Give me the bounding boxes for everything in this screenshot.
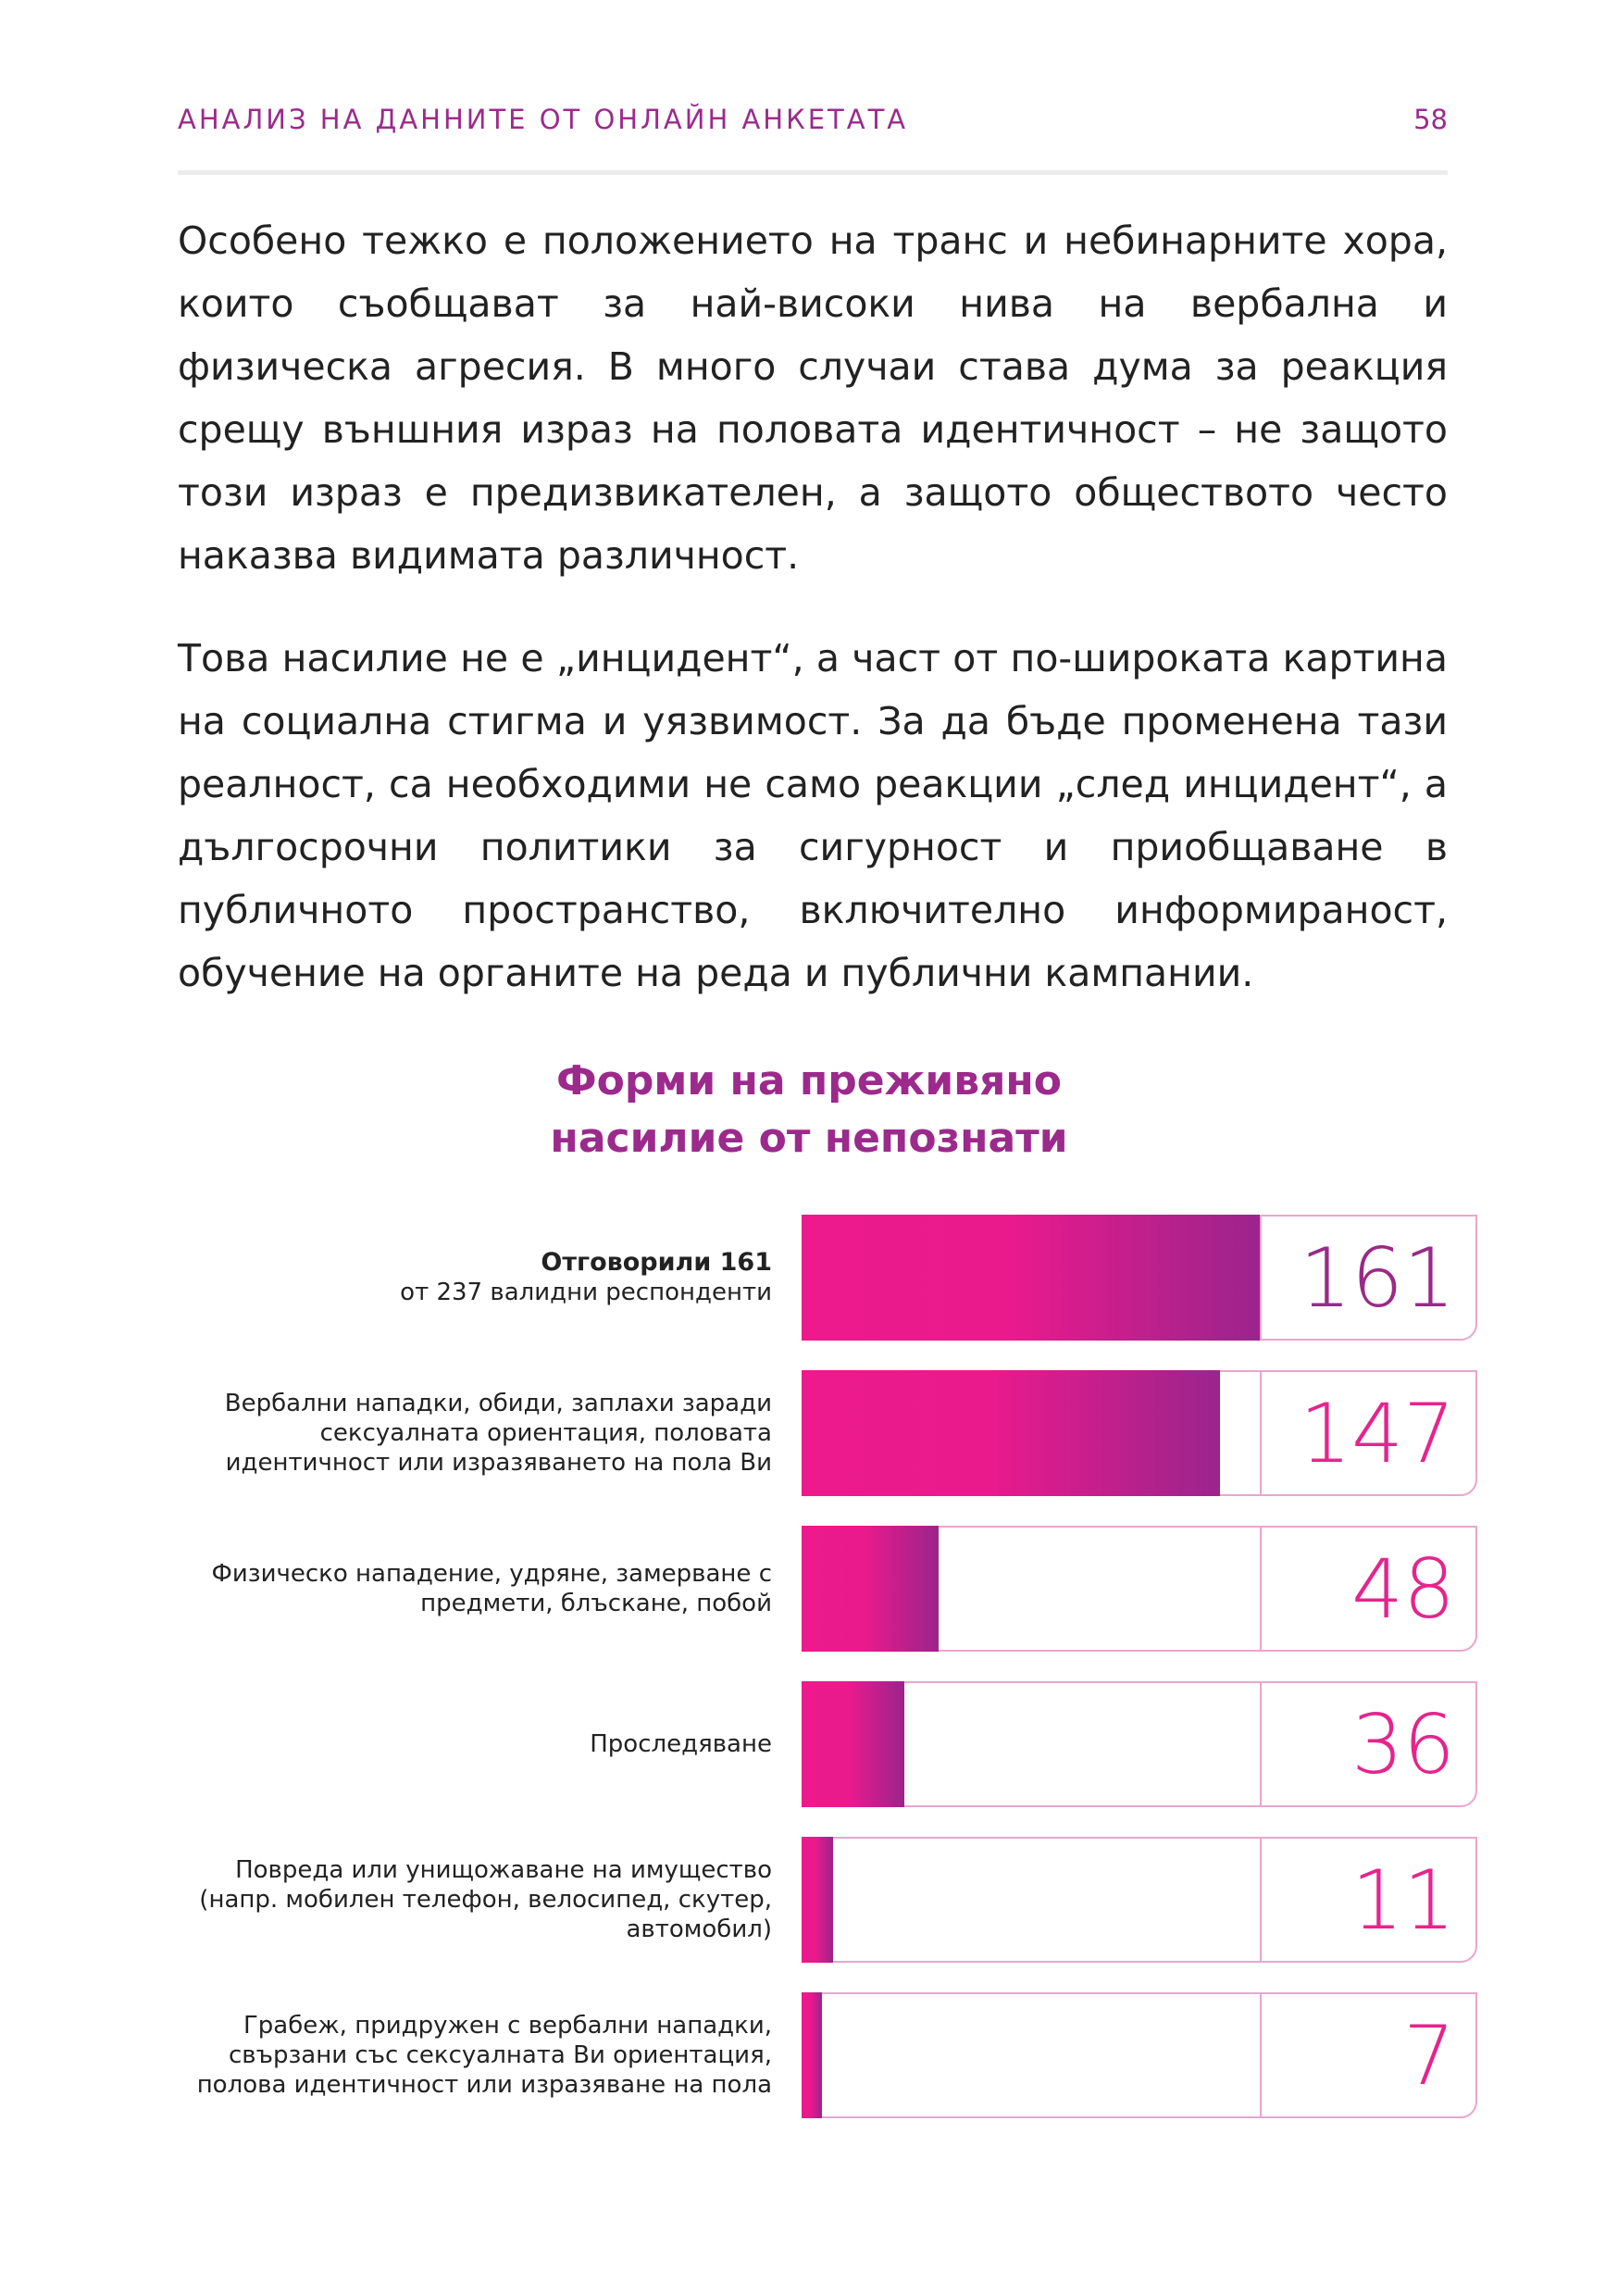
value-divider xyxy=(1260,1215,1262,1341)
value-divider xyxy=(1260,1837,1262,1963)
bar xyxy=(802,1837,833,1963)
bar-label-line: предмети, блъскане, побой xyxy=(420,1590,772,1617)
chart-row: Проследяване 36 xyxy=(0,1681,1618,1807)
bar-label: Физическо нападение, удряне, замерване с… xyxy=(170,1526,772,1652)
bar-label-line: сексуалната ориентация, половата xyxy=(319,1419,772,1447)
chart-row: Отговорили 161 от 237 валидни респонденти… xyxy=(0,1215,1618,1341)
bar xyxy=(802,1992,822,2118)
chart-row: Грабеж, придружен с вербални нападки, свъ… xyxy=(0,1992,1618,2118)
body-paragraph-1: Особено тежко е положението на транс и н… xyxy=(178,218,1448,578)
chart-row: Вербални нападки, обиди, заплахи заради с… xyxy=(0,1370,1618,1496)
page-number: 58 xyxy=(1413,104,1448,135)
bar-label-line: автомобил) xyxy=(626,1915,772,1943)
header-divider xyxy=(178,170,1448,175)
bar xyxy=(802,1370,1220,1496)
bar-value-label: 161 xyxy=(1300,1229,1455,1326)
bar-label: Отговорили 161 от 237 валидни респонденти xyxy=(170,1215,772,1341)
chart-title-line-2: насилие от непознати xyxy=(550,1115,1068,1162)
bar-label: Повреда или унищожаване на имущество (нап… xyxy=(170,1837,772,1963)
bar-label-line: (напр. мобилен телефон, велосипед, скуте… xyxy=(199,1886,772,1914)
bar-label-line: Грабеж, придружен с вербални нападки, xyxy=(243,2012,772,2040)
bar-label-line: Вербални нападки, обиди, заплахи заради xyxy=(224,1390,772,1417)
chart-row: Повреда или унищожаване на имущество (нап… xyxy=(0,1837,1618,1963)
bar-label: Вербални нападки, обиди, заплахи заради с… xyxy=(170,1370,772,1496)
bar-value-label: 36 xyxy=(1351,1696,1455,1792)
bar-label-line: Проследяване xyxy=(590,1730,772,1758)
bar-label-line: от 237 валидни респонденти xyxy=(400,1279,772,1306)
chart-row: Физическо нападение, удряне, замерване с… xyxy=(0,1526,1618,1652)
page-header: АНАЛИЗ НА ДАННИТЕ ОТ ОНЛАЙН АНКЕТАТА 58 xyxy=(178,104,1448,141)
bar xyxy=(802,1215,1260,1341)
value-divider xyxy=(1260,1370,1262,1496)
bar-label: Грабеж, придружен с вербални нападки, свъ… xyxy=(170,1992,772,2118)
bar-label: Проследяване xyxy=(170,1681,772,1807)
bar-label-line: идентичност или изразяването на пола Ви xyxy=(225,1449,772,1477)
chart-title: Форми на преживяно насилие от непознати xyxy=(0,1053,1618,1167)
value-divider xyxy=(1260,1681,1262,1807)
bar xyxy=(802,1526,939,1652)
bar-label-line: полова идентичност или изразяване на пол… xyxy=(196,2071,772,2099)
bar-label-line: Физическо нападение, удряне, замерване с xyxy=(211,1560,772,1588)
bar xyxy=(802,1681,904,1807)
running-header-title: АНАЛИЗ НА ДАННИТЕ ОТ ОНЛАЙН АНКЕТАТА xyxy=(178,104,909,135)
value-divider xyxy=(1260,1526,1262,1652)
body-paragraph-2: Това насилие не е „инцидент“, а част от … xyxy=(178,636,1448,995)
bar-value-label: 11 xyxy=(1351,1852,1455,1948)
bar-label-line: свързани със сексуалната Ви ориентация, xyxy=(228,2041,772,2069)
bar-value-label: 147 xyxy=(1300,1385,1455,1481)
value-divider xyxy=(1260,1992,1262,2118)
bar-label-line: Отговорили 161 xyxy=(541,1248,772,1277)
chart-title-line-1: Форми на преживяно xyxy=(556,1057,1062,1104)
bar-value-label: 7 xyxy=(1403,2007,1455,2103)
bar-label-line: Повреда или унищожаване на имущество xyxy=(235,1856,772,1884)
bar-value-label: 48 xyxy=(1351,1541,1455,1637)
